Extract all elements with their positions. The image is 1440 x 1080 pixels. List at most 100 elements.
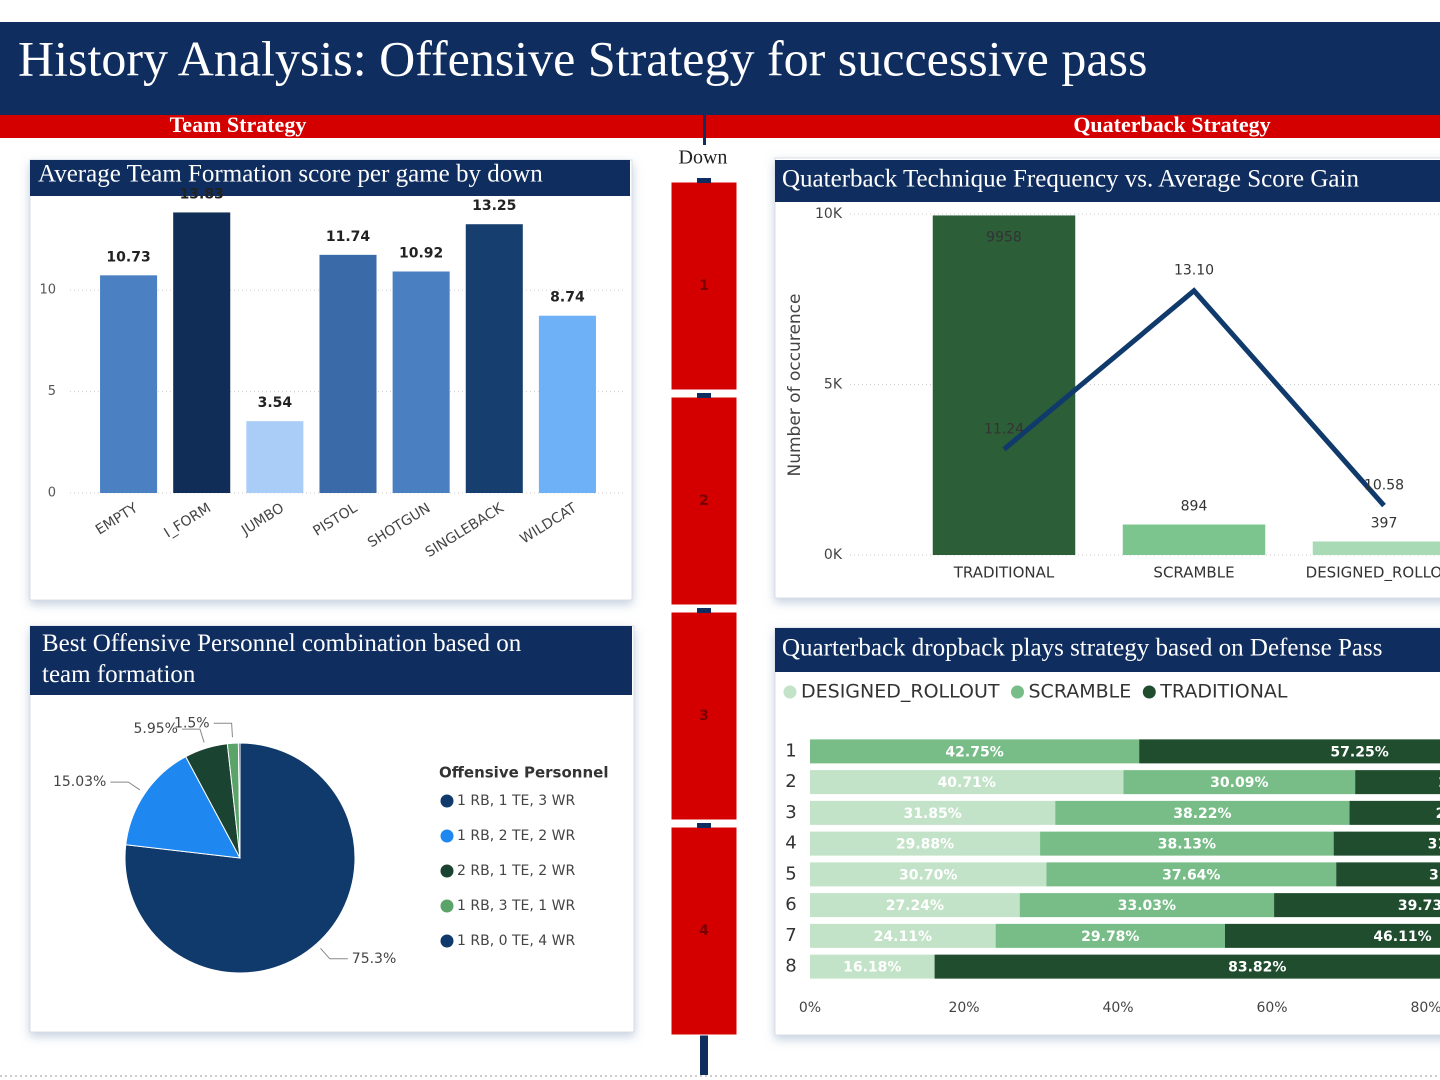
legend-label: SCRAMBLE	[1029, 681, 1132, 703]
legend-swatch	[1011, 685, 1024, 699]
legend-label: TRADITIONAL	[1159, 681, 1288, 703]
bar-segment	[1336, 862, 1440, 887]
leader-line	[181, 728, 205, 743]
data-label: 8.74	[550, 290, 585, 306]
bar-segment	[810, 893, 1020, 918]
y-tick-label: 8	[785, 956, 796, 977]
y-tick-label: 0K	[824, 547, 843, 563]
bar-segment	[995, 923, 1225, 948]
data-label: 5.95%	[133, 721, 177, 737]
data-label: 9958	[986, 229, 1022, 245]
bar-segment	[1019, 893, 1275, 918]
legend-swatch	[440, 794, 454, 808]
bar	[319, 254, 377, 493]
data-label: 40.71%	[938, 775, 996, 791]
x-tick-label: 60%	[1256, 1000, 1287, 1016]
down-number: 4	[699, 923, 709, 939]
data-label: 10.92	[399, 245, 443, 261]
leader-line	[213, 722, 233, 738]
bar	[932, 215, 1076, 556]
panel-title-bar	[775, 160, 1440, 202]
panel-title-bar	[775, 628, 1440, 672]
bar-segment	[810, 831, 1041, 856]
panel	[774, 157, 1440, 599]
legend-label: 1 RB, 2 TE, 2 WR	[457, 828, 575, 844]
data-label: 57.25%	[1330, 744, 1388, 760]
down-number: 1	[699, 278, 709, 294]
bar-segment	[810, 800, 1056, 825]
y-tick-label: 2	[785, 771, 796, 792]
y-tick-label: 5K	[824, 377, 843, 393]
data-label: 42.75%	[945, 744, 1003, 760]
data-label: 31.66%	[1429, 867, 1440, 883]
data-label: 29.88%	[896, 837, 954, 853]
data-label: 1.5%	[174, 715, 210, 731]
data-label: 31.99%	[1428, 837, 1440, 853]
legend-label: 1 RB, 3 TE, 1 WR	[457, 898, 575, 914]
down-divider	[697, 608, 711, 613]
data-label: 13.25	[472, 198, 516, 214]
bar-segment	[1349, 800, 1440, 825]
leader-line	[110, 781, 141, 791]
data-label: 11.24	[984, 421, 1024, 437]
down-box	[670, 181, 738, 391]
y-tick-label: 10	[39, 283, 56, 298]
bar	[1312, 541, 1440, 555]
data-label: 30.70%	[899, 867, 957, 883]
y-tick-label: 3	[785, 802, 796, 823]
x-tick-label: DESIGNED_ROLLOUT	[1306, 564, 1440, 583]
legend-swatch	[1142, 685, 1156, 699]
down-number: 3	[699, 708, 709, 724]
x-tick-label: TRADITIONAL	[953, 564, 1055, 582]
data-label: 11.74	[326, 229, 371, 245]
section-label: Quaterback Strategy	[1073, 112, 1270, 137]
bar-segment	[810, 770, 1124, 795]
divider	[703, 115, 706, 145]
bar	[392, 271, 450, 493]
data-label: 39.73%	[1398, 898, 1440, 914]
down-divider	[697, 178, 711, 183]
data-label: 38.13%	[1158, 837, 1216, 853]
down-label: Down	[679, 147, 728, 169]
y-tick-label: 7	[785, 925, 796, 946]
y-axis-label: Number of occurence	[785, 293, 805, 476]
line	[1002, 287, 1386, 508]
bar-segment	[1055, 800, 1350, 825]
chart-title: Average Team Formation score per game by…	[38, 161, 543, 188]
bar	[246, 421, 304, 493]
y-tick-label: 5	[785, 863, 796, 884]
data-label: 15.03%	[53, 774, 106, 790]
legend-swatch	[783, 685, 797, 699]
panel-title-bar	[30, 160, 630, 196]
bar	[173, 212, 231, 493]
y-tick-label: 0	[48, 486, 56, 501]
down-box	[670, 396, 738, 606]
data-label: 29.20%	[1438, 775, 1440, 791]
y-tick-label: 10K	[815, 206, 843, 222]
bar-segment	[810, 954, 935, 979]
leader-line	[320, 948, 348, 960]
bar-segment	[1274, 893, 1440, 918]
divider	[700, 1033, 708, 1075]
data-label: 75.3%	[352, 951, 396, 967]
legend-swatch	[440, 934, 454, 948]
legend-label: 1 RB, 1 TE, 3 WR	[457, 793, 575, 809]
bar-segment	[810, 739, 1140, 764]
chart-title: Best Offensive Personnel combination bas…	[42, 630, 522, 688]
data-label: 13.10	[1174, 263, 1214, 279]
legend-swatch	[440, 864, 454, 878]
bar	[1122, 524, 1266, 555]
data-label: 46.11%	[1373, 929, 1431, 945]
bar-segment	[1224, 923, 1440, 948]
data-label: 24.11%	[874, 929, 932, 945]
data-label: 31.85%	[903, 806, 961, 822]
section-label: Team Strategy	[170, 112, 307, 137]
legend-title: Offensive Personnel	[439, 764, 608, 782]
legend-swatch	[440, 829, 454, 843]
bar	[100, 275, 158, 493]
y-tick-label: 6	[785, 894, 796, 915]
legend-swatch	[440, 899, 454, 913]
x-tick-label: 20%	[948, 1000, 979, 1016]
x-tick-label: SCRAMBLE	[1153, 564, 1234, 582]
